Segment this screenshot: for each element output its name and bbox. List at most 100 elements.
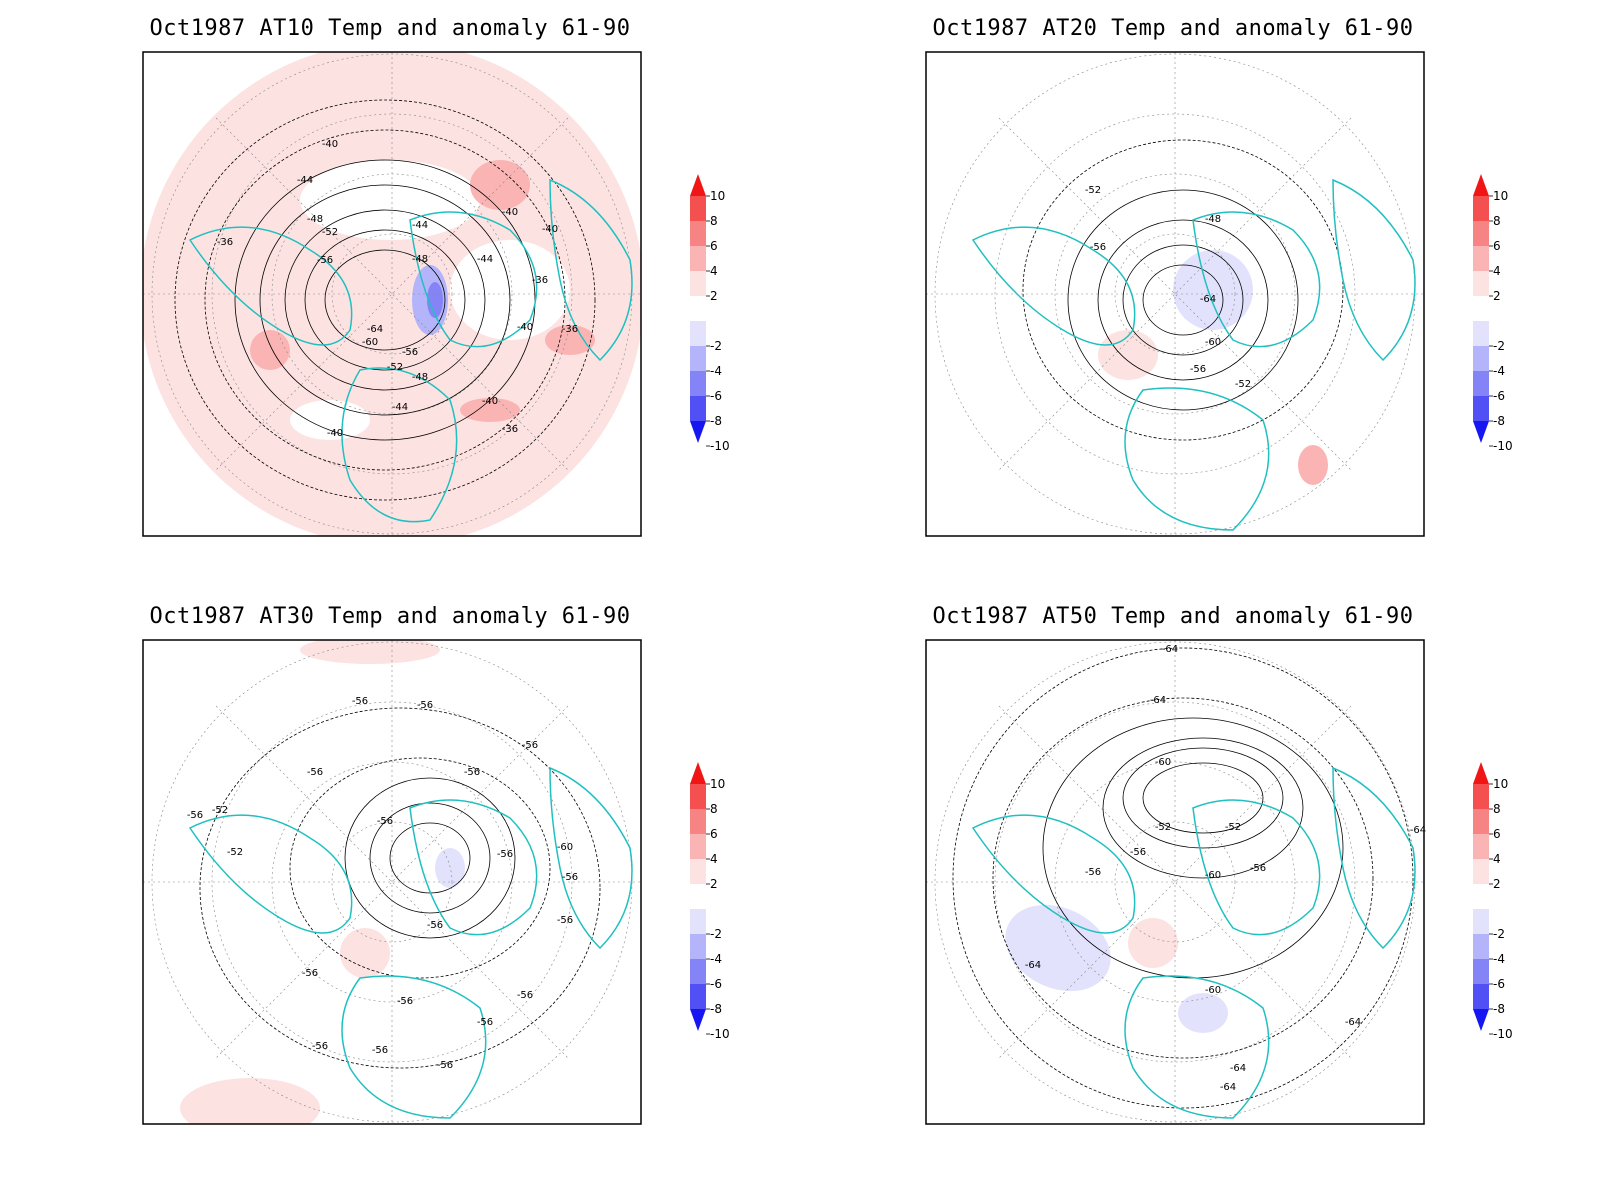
contour-label: -64 [1025, 960, 1041, 971]
colorbar-label: 4 [1493, 852, 1501, 866]
colorbar-label: 2 [710, 877, 718, 891]
colorbar-segment [690, 346, 706, 371]
colorbar-label: -6 [710, 389, 722, 403]
colorbar-segment [690, 909, 706, 934]
colorbar-label: 2 [1493, 877, 1501, 891]
colorbar-label: 4 [710, 264, 718, 278]
colorbar-segment [690, 784, 706, 809]
contour-label: -40 [517, 322, 533, 333]
colorbar-label: 8 [710, 214, 718, 228]
contour-label: -56 [1130, 847, 1146, 858]
contour-label: -40 [542, 224, 558, 235]
contour-label: -56 [477, 1017, 493, 1028]
colorbar-label: -8 [710, 414, 722, 428]
colorbar-label: 4 [710, 852, 718, 866]
colorbar: 10 8 6 4 2 -2 -4 -6 -8 -10 [690, 174, 730, 453]
colorbar-label: -2 [1493, 339, 1505, 353]
colorbar-segment [1473, 346, 1489, 371]
colorbar-segment [1473, 934, 1489, 959]
colorbar-label: -4 [1493, 952, 1505, 966]
colorbar-segment [1473, 809, 1489, 834]
colorbar-segment [690, 221, 706, 246]
colorbar-segment [690, 934, 706, 959]
panel-title: Oct1987 AT50 Temp and anomaly 61-90 [932, 604, 1414, 629]
coastlines [971, 178, 1416, 531]
colorbar-segment [1473, 884, 1489, 909]
coastlines [971, 766, 1416, 1119]
colorbar-arrow-top [690, 174, 706, 196]
contour-label: -60 [1205, 985, 1221, 996]
contour-label: -56 [1250, 863, 1266, 874]
colorbar-label: 8 [1493, 802, 1501, 816]
contour-label: -64 [1220, 1082, 1236, 1093]
contour-label: -36 [562, 324, 578, 335]
colorbar-segment [1473, 959, 1489, 984]
contour-label: -56 [497, 849, 513, 860]
contour-label: -64 [1162, 644, 1178, 655]
contour-label: -44 [412, 220, 428, 231]
colorbar-segment [690, 246, 706, 271]
colorbar-label: -10 [710, 439, 730, 453]
colorbar: 10 8 6 4 2 -2 -4 -6 -8 -10 [1473, 174, 1513, 453]
anomaly-warm-area [470, 160, 530, 210]
contour-label: -48 [412, 254, 428, 265]
colorbar-segment [690, 984, 706, 1009]
colorbar-label: 8 [1493, 214, 1501, 228]
contour-label: -56 [307, 767, 323, 778]
colorbar-segment [690, 396, 706, 421]
colorbar-label: 2 [1493, 289, 1501, 303]
contour-label: -60 [1205, 870, 1221, 881]
colorbar-arrow-top [1473, 174, 1489, 196]
contour-label: -64 [367, 324, 383, 335]
colorbar-label: -6 [1493, 389, 1505, 403]
anomaly-cold-area [1005, 904, 1111, 992]
contour-label: -52 [1235, 379, 1251, 390]
contour-label: -56 [562, 872, 578, 883]
contour-label: -52 [227, 847, 243, 858]
contour-label: -36 [532, 275, 548, 286]
contour-label: -52 [387, 362, 403, 373]
map-at50: -64-64-60-52 -52-56-56-56 -60-64-60-64-64-… [925, 639, 1513, 1125]
contour-label: -36 [217, 237, 233, 248]
colorbar-segment [690, 371, 706, 396]
colorbar-label: 6 [710, 827, 718, 841]
colorbar-label: 10 [710, 777, 725, 791]
colorbar-segment [1473, 834, 1489, 859]
contour-label: -56 [317, 255, 333, 266]
colorbar-label: -6 [710, 977, 722, 991]
contour-label: -56 [517, 990, 533, 1001]
contour-label: -64 [1345, 1017, 1361, 1028]
colorbar-arrow-bottom [690, 1009, 706, 1031]
contour-label: -40 [482, 396, 498, 407]
panel-title: Oct1987 AT20 Temp and anomaly 61-90 [932, 16, 1414, 41]
contour-label: -44 [392, 402, 408, 413]
anomaly-warm-area [1128, 918, 1178, 968]
colorbar-segment [690, 196, 706, 221]
contour-label: -56 [352, 696, 368, 707]
panel-title: Oct1987 AT10 Temp and anomaly 61-90 [149, 16, 631, 41]
contour-label: -40 [327, 428, 343, 439]
colorbar: 10 8 6 4 2 -2 -4 -6 -8 -10 [1473, 762, 1513, 1041]
colorbar-segment [1473, 909, 1489, 934]
colorbar-segment [1473, 196, 1489, 221]
colorbar-segment [1473, 396, 1489, 421]
contour-label: -64 [1410, 825, 1426, 836]
contour-label: -52 [212, 805, 228, 816]
contour-label: -60 [1155, 757, 1171, 768]
contour-label: -40 [322, 139, 338, 150]
colorbar-segment [690, 959, 706, 984]
contour-label: -52 [322, 227, 338, 238]
colorbar-segment [1473, 321, 1489, 346]
anomaly-warm-area [1098, 330, 1158, 380]
contour-label: -56 [557, 915, 573, 926]
contour-label: -56 [402, 347, 418, 358]
colorbar-label: -4 [1493, 364, 1505, 378]
contour-label: -56 [1090, 242, 1106, 253]
contour-label: -48 [412, 372, 428, 383]
colorbar-segment [690, 296, 706, 321]
colorbar-segment [1473, 859, 1489, 884]
contour-label: -56 [397, 996, 413, 1007]
contour-label: -64 [1200, 294, 1216, 305]
contour-label: -56 [464, 767, 480, 778]
colorbar-label: -8 [1493, 1002, 1505, 1016]
